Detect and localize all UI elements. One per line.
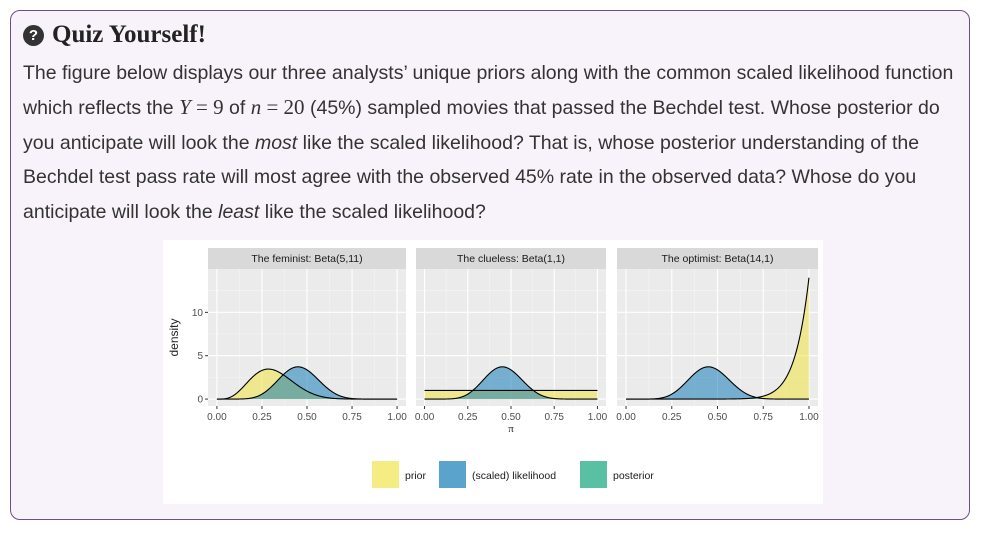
likelihood-area [424, 366, 598, 400]
x-tick-label: 0.25 [662, 412, 682, 423]
x-tick-label: 0.75 [544, 412, 564, 423]
emphasis-most: most [254, 131, 298, 154]
math-n: n [250, 95, 262, 120]
emphasis-least: least [218, 200, 260, 223]
paragraph-text: like the scaled likelihood? [259, 200, 486, 223]
prior-area [626, 277, 809, 400]
facet-title: The feminist: Beta(5,11) [251, 253, 362, 265]
y-tick-label: 5 [197, 351, 203, 362]
x-axis-title: π [508, 423, 514, 435]
legend-swatch-prior [372, 461, 399, 488]
x-tick-label: 1.00 [799, 412, 819, 423]
callout-header: ? Quiz Yourself! [23, 21, 206, 49]
x-tick-label: 0.50 [501, 412, 521, 423]
prior-area [216, 369, 398, 400]
facet-title: The clueless: Beta(1,1) [457, 253, 565, 265]
legend-swatch-likelihood [439, 461, 466, 488]
legend-label-posterior: posterior [613, 470, 654, 482]
paragraph-text: like the scaled likelihood? That is, who… [23, 131, 920, 223]
x-tick-label: 0.50 [297, 412, 317, 423]
x-tick-label: 0.50 [708, 412, 728, 423]
legend-swatch-posterior [580, 461, 607, 488]
x-tick-label: 0.75 [342, 412, 362, 423]
question-circle-icon: ? [23, 24, 44, 46]
x-tick-label: 0.25 [252, 412, 272, 423]
paragraph-text: (45%) sampled movies that passed the Bec… [23, 97, 940, 154]
x-tick-label: 0.75 [753, 412, 773, 423]
likelihood-curve [424, 366, 598, 400]
x-tick-label: 0.00 [415, 412, 435, 423]
x-tick-label: 0.00 [616, 412, 636, 423]
x-tick-label: 1.00 [588, 412, 608, 423]
quiz-paragraph: The figure below displays our three anal… [23, 56, 968, 229]
math-eq-20: = 20 [261, 95, 305, 120]
x-tick-label: 0.00 [207, 412, 227, 423]
y-tick-label: 10 [192, 308, 204, 319]
x-tick-label: 0.25 [458, 412, 478, 423]
x-tick-label: 1.00 [387, 412, 407, 423]
likelihood-curve [626, 366, 809, 400]
likelihood-area [216, 366, 398, 400]
y-tick-label: 0 [197, 395, 203, 406]
likelihood-area [626, 366, 809, 400]
legend-label-prior: prior [405, 470, 427, 482]
math-eq-9: = 9 [190, 95, 224, 120]
legend-label-likelihood: (scaled) likelihood [472, 470, 556, 482]
y-axis-title: density [167, 318, 181, 356]
facet-title: The optimist: Beta(14,1) [661, 253, 773, 265]
facet-strip [208, 248, 406, 269]
facet-strip [617, 248, 818, 269]
callout-title: Quiz Yourself! [52, 21, 206, 48]
math-y: Y [179, 95, 191, 120]
likelihood-curve [216, 366, 398, 400]
paragraph-text: of [223, 97, 251, 120]
faceted-density-chart: density The feminist: Beta(5,11) 0.00 0.25 0… [167, 248, 819, 488]
beta-binomial-figure: density The feminist: Beta(5,11) 0.00 0.25 0… [163, 240, 823, 504]
paragraph-text: The figure below displays our three anal… [23, 62, 954, 120]
facet-strip [416, 248, 606, 269]
